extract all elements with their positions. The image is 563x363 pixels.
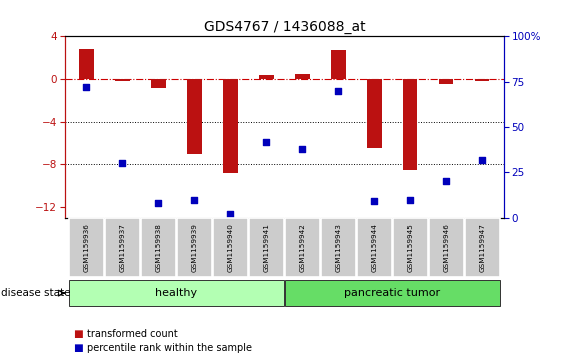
Text: GSM1159945: GSM1159945	[407, 223, 413, 272]
Bar	[151, 79, 166, 87]
FancyBboxPatch shape	[141, 219, 176, 277]
Point	[370, 199, 379, 204]
Bar	[295, 74, 310, 79]
FancyBboxPatch shape	[357, 219, 392, 277]
Bar	[439, 79, 453, 84]
Text: transformed count: transformed count	[87, 329, 178, 339]
Text: GSM1159942: GSM1159942	[300, 223, 305, 272]
Bar	[79, 49, 93, 79]
Text: GSM1159939: GSM1159939	[191, 223, 197, 272]
Text: ■: ■	[73, 329, 83, 339]
Text: disease state: disease state	[1, 288, 70, 298]
FancyBboxPatch shape	[429, 219, 463, 277]
FancyBboxPatch shape	[285, 219, 320, 277]
FancyBboxPatch shape	[321, 219, 356, 277]
Text: percentile rank within the sample: percentile rank within the sample	[87, 343, 252, 354]
FancyBboxPatch shape	[249, 219, 284, 277]
Point	[154, 200, 163, 206]
Bar	[403, 79, 418, 170]
Point	[478, 157, 487, 163]
Text: healthy: healthy	[155, 288, 198, 298]
Text: pancreatic tumor: pancreatic tumor	[344, 288, 440, 298]
Bar	[285, 280, 499, 306]
Text: GSM1159938: GSM1159938	[155, 223, 162, 272]
Bar	[187, 79, 202, 154]
Bar	[69, 280, 284, 306]
Text: GSM1159937: GSM1159937	[119, 223, 126, 272]
Text: GSM1159941: GSM1159941	[263, 223, 269, 272]
Bar	[259, 75, 274, 79]
FancyBboxPatch shape	[213, 219, 248, 277]
Point	[262, 139, 271, 144]
Point	[406, 197, 415, 203]
FancyBboxPatch shape	[177, 219, 212, 277]
Text: GSM1159936: GSM1159936	[83, 223, 90, 272]
Point	[82, 84, 91, 90]
Bar	[475, 79, 489, 81]
Text: GSM1159944: GSM1159944	[372, 223, 377, 272]
Bar	[331, 50, 346, 79]
Point	[190, 197, 199, 203]
Point	[442, 179, 451, 184]
FancyBboxPatch shape	[69, 219, 104, 277]
Text: ■: ■	[73, 343, 83, 354]
FancyBboxPatch shape	[465, 219, 499, 277]
FancyBboxPatch shape	[105, 219, 140, 277]
Text: GSM1159943: GSM1159943	[336, 223, 341, 272]
Text: GSM1159940: GSM1159940	[227, 223, 233, 272]
FancyBboxPatch shape	[393, 219, 427, 277]
Text: GSM1159946: GSM1159946	[443, 223, 449, 272]
Point	[298, 146, 307, 152]
Point	[334, 88, 343, 94]
Bar	[367, 79, 382, 148]
Point	[118, 160, 127, 166]
Point	[226, 211, 235, 217]
Text: GSM1159947: GSM1159947	[479, 223, 485, 272]
Title: GDS4767 / 1436088_at: GDS4767 / 1436088_at	[203, 20, 365, 34]
Bar	[223, 79, 238, 173]
Bar	[115, 79, 129, 81]
